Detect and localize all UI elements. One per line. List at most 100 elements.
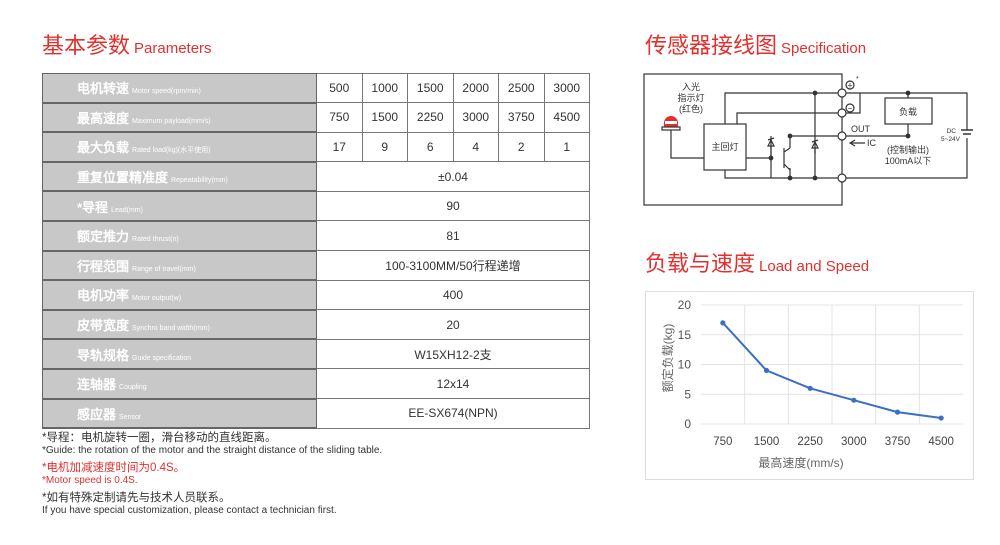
indicator-lamp-icon (661, 116, 681, 131)
table-row: 最大负载 Rated load(kg)(水平使用) 17 9 6 4 2 1 (42, 131, 590, 163)
param-value: 2000 (452, 72, 499, 104)
data-point (807, 385, 813, 391)
param-label-cn: 电机转速 (77, 81, 130, 97)
transistor-icon (783, 147, 791, 171)
notes: *导程：电机旋转一圈，滑台移动的直线距离。 *Guide: the rotatio… (42, 432, 382, 522)
param-label-en: Range of travel(mm) (132, 265, 196, 273)
param-value: 400 (316, 279, 590, 311)
data-point (720, 320, 726, 326)
series-line (722, 322, 942, 420)
note-accel-en: *Motor speed is 0.4S. (42, 475, 138, 486)
param-label-en: Sensor (119, 413, 142, 421)
param-label-cn: *导程 (77, 199, 109, 215)
table-row: 重复位置精准度 Repeatability(mm) ±0.04 (42, 161, 590, 193)
param-label: *导程 Lead(mm) (42, 190, 317, 222)
param-value: 3000 (452, 102, 499, 133)
param-label: 重复位置精准度 Repeatability(mm) (42, 161, 317, 193)
y-axis-label: 额定负载(kg) (660, 324, 675, 393)
zener-diode-icon (767, 137, 775, 158)
lamp-label-2: 指示灯 (677, 92, 704, 103)
param-label-en: Synchro band width(mm) (132, 325, 210, 333)
param-value: EE-SX674(NPN) (316, 398, 590, 429)
table-row: 最高速度 Maximum payload(mm/s) 750 1500 2250 3000… (42, 102, 590, 134)
load-label: 负载 (899, 106, 917, 117)
param-label-en: Coupling (119, 384, 147, 392)
table-row: 电机转速 Motor speed(rpm/min) 500 1000 1500 2000 2… (42, 72, 590, 104)
y-tick-label: 0 (684, 417, 691, 431)
param-value: 1500 (407, 72, 454, 104)
param-label-en: Rated thrust(n) (132, 236, 179, 244)
param-label-cn: 导轨规格 (77, 347, 130, 363)
main-circuit-label: 主回灯 (711, 141, 738, 152)
y-tick-label: 10 (678, 358, 692, 372)
param-value: 1000 (361, 72, 408, 104)
terminal-out (837, 131, 847, 141)
table-row: 导轨规格 Guide specification W15XH12-2支 (42, 338, 590, 370)
param-label: 额定推力 Rated thrust(n) (42, 220, 317, 252)
param-value: ±0.04 (316, 161, 590, 192)
data-point (938, 415, 944, 421)
x-tick-label: 3000 (841, 436, 867, 448)
table-row: 皮带宽度 Synchro band width(mm) 20 (42, 309, 590, 341)
param-label: 感应器 Sensor (42, 398, 317, 430)
x-tick-label: 2250 (797, 436, 823, 448)
data-point (851, 397, 857, 403)
param-label: 导轨规格 Guide specification (42, 338, 317, 370)
param-label-en: Rated load(kg)(水平使用) (132, 147, 211, 155)
table-row: 连轴器 Coupling 12x14 (42, 368, 590, 400)
param-label-cn: 最高速度 (77, 110, 130, 126)
wiring-heading: 传感器接线图 Specification (645, 28, 866, 60)
load-speed-title-en: Load and Speed (759, 258, 870, 275)
params-title-en: Parameters (134, 40, 212, 57)
minus-label: − (848, 104, 853, 113)
param-label-cn: 皮带宽度 (77, 318, 130, 334)
load-speed-title-cn: 负载与速度 (645, 251, 756, 276)
param-label-en: Repeatability(mm) (171, 177, 228, 185)
param-value: 4 (452, 131, 499, 163)
param-value: 2 (498, 131, 545, 163)
note-lead-en: *Guide: the rotation of the motor and th… (42, 445, 383, 456)
control-label: (控制输出) (887, 144, 929, 155)
zener-diode-icon (811, 139, 819, 154)
terminal-plus (837, 88, 847, 98)
minus-icon (845, 103, 855, 113)
terminal-minus (837, 108, 847, 118)
param-value: 3000 (543, 72, 590, 104)
current-label: 100mA以下 (885, 156, 932, 166)
load-speed-chart: 额定负载(kg) 最高速度(mm/s) 0 5 10 15 20 750 1500 2250 3… (645, 291, 974, 480)
y-tick-label: 15 (678, 328, 692, 342)
params-table: 电机转速 Motor speed(rpm/min) 500 1000 1500 2000 2… (42, 72, 590, 430)
params-heading: 基本参数 Parameters (42, 28, 212, 60)
param-value: 90 (316, 190, 590, 222)
data-point (894, 409, 901, 415)
voltage-label: 5~24V (941, 136, 961, 143)
param-label: 皮带宽度 Synchro band width(mm) (42, 309, 317, 341)
data-point (763, 367, 770, 374)
param-value: W15XH12-2支 (316, 338, 590, 370)
table-row: *导程 Lead(mm) 90 (42, 190, 590, 222)
x-tick-label: 4500 (928, 436, 954, 448)
x-tick-label: 750 (713, 436, 732, 448)
param-label-cn: 额定推力 (77, 229, 130, 245)
param-value: 12x14 (316, 368, 590, 400)
param-value: 1500 (361, 102, 408, 133)
param-label-cn: 连轴器 (77, 377, 117, 393)
asterisk: * (856, 76, 859, 83)
y-tick-label: 5 (684, 387, 691, 401)
param-value: 20 (316, 309, 590, 340)
param-label-cn: 感应器 (77, 406, 117, 422)
param-value: 17 (316, 131, 363, 163)
wiring-diagram: 入光 指示灯 (红色) 主回灯 + * − 负载 OUT IC (控制输出) 1… (643, 73, 973, 206)
param-label-cn: 重复位置精准度 (77, 170, 169, 186)
lamp-label-3: (红色) (679, 103, 703, 114)
plus-icon (845, 80, 855, 90)
param-label-cn: 行程范围 (77, 258, 130, 274)
sensor-outline (643, 73, 843, 206)
x-tick-label: 1500 (754, 436, 780, 448)
y-tick-label: 20 (678, 298, 692, 312)
load-speed-heading: 负载与速度 Load and Speed (645, 246, 869, 278)
param-value: 1 (543, 131, 590, 163)
param-label-en: Motor output(w) (132, 295, 182, 303)
params-title-cn: 基本参数 (42, 33, 131, 58)
param-value: 100-3100MM/50行程递增 (316, 250, 590, 281)
